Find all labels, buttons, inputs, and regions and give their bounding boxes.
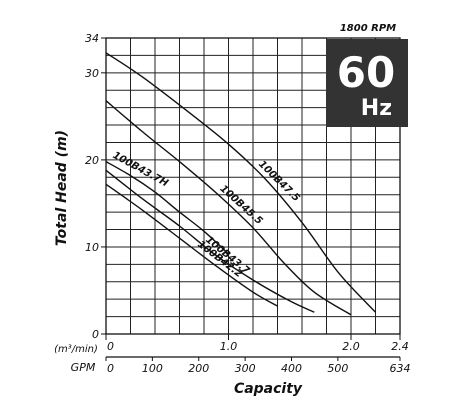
curve-label-100b47-5: 100B47.5 (256, 159, 302, 204)
y-tick-label: 0 (92, 328, 99, 341)
x-m3-tick-label: 2.0 (342, 340, 360, 353)
x-m3-unit-label: (m³/min) (54, 344, 98, 355)
badge-unit: Hz (361, 96, 392, 121)
x-gpm-tick-label: 100 (142, 362, 163, 375)
axes (101, 37, 401, 361)
curve-100b42-2 (105, 183, 278, 307)
curve-100b43-7h (105, 160, 229, 255)
badge-background (326, 39, 408, 127)
y-tick-label: 30 (85, 67, 99, 80)
curve-100b45-5 (105, 100, 352, 316)
x-gpm-unit-label: GPM (71, 361, 96, 374)
x-gpm-tick-label: 634 (390, 362, 411, 375)
rpm-label: 1800 RPM (340, 23, 396, 34)
x-gpm-tick-label: 200 (188, 362, 209, 375)
y-tick-label: 20 (85, 154, 99, 167)
frequency-badge: 60 Hz (326, 39, 408, 127)
curve-100b47-5 (105, 52, 377, 313)
curve-label-100b45-5: 100B45.5 (218, 183, 265, 227)
x-gpm-tick-label: 0 (107, 362, 114, 375)
curve-100b43-7 (105, 169, 315, 313)
x-m3-tick-label: 0 (107, 340, 114, 353)
plot-frame (105, 37, 401, 335)
x-gpm-tick-label: 500 (327, 362, 348, 375)
y-axis-title: Total Head (m) (54, 130, 70, 246)
x-m3-tick-label: 2.4 (391, 340, 409, 353)
x-m3-tick-label: 1.0 (220, 340, 238, 353)
x-gpm-tick-label: 400 (281, 362, 302, 375)
y-tick-label: 10 (85, 241, 99, 254)
badge-frequency: 60 (337, 48, 395, 97)
y-tick-label: 34 (85, 32, 99, 45)
x-gpm-tick-label: 300 (235, 362, 256, 375)
x-axis-title: Capacity (234, 381, 303, 397)
